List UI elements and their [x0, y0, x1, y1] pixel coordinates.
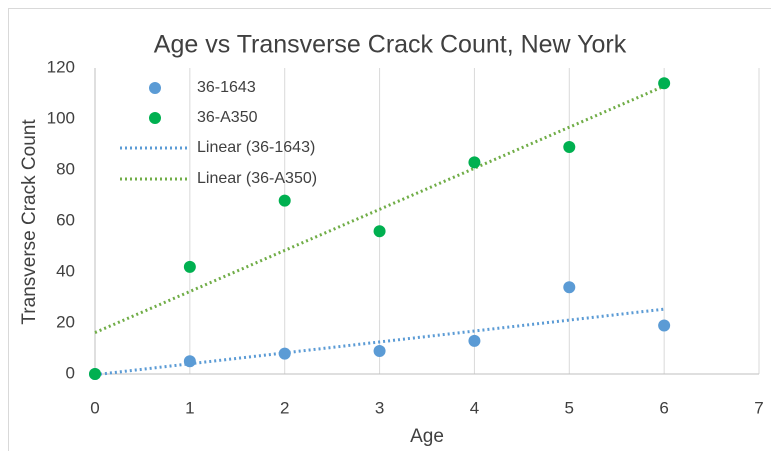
point — [373, 225, 386, 238]
point — [658, 77, 671, 90]
x-tick-label: 5 — [565, 398, 574, 417]
legend-label: 36-1643 — [197, 79, 256, 96]
trendline — [94, 84, 665, 334]
x-axis-label: Age — [410, 426, 444, 447]
legend-marker — [149, 112, 161, 124]
point — [278, 347, 291, 360]
point — [658, 319, 671, 332]
point — [468, 156, 481, 169]
y-tick-label: 80 — [56, 159, 75, 178]
y-tick-label: 100 — [47, 108, 75, 127]
point — [183, 355, 196, 368]
x-tick-label: 4 — [470, 398, 479, 417]
legend-label: Linear (36-A350) — [197, 170, 317, 187]
legend-marker — [149, 82, 161, 94]
y-tick-label: 40 — [56, 261, 75, 280]
chart-title: Age vs Transverse Crack Count, New York — [154, 31, 627, 59]
x-tick-label: 7 — [754, 398, 763, 417]
point — [468, 334, 481, 347]
point — [563, 281, 576, 294]
y-tick-label: 120 — [47, 57, 75, 76]
chart-border — [8, 8, 771, 451]
point — [563, 141, 576, 154]
y-axis-label: Transverse Crack Count — [19, 119, 40, 325]
point — [373, 345, 386, 358]
point — [183, 260, 196, 273]
y-tick-label: 60 — [56, 210, 75, 229]
x-tick-label: 2 — [280, 398, 289, 417]
legend-label: Linear (36-1643) — [197, 139, 315, 156]
x-tick-label: 3 — [375, 398, 384, 417]
y-tick-label: 20 — [56, 312, 75, 331]
x-tick-label: 6 — [659, 398, 668, 417]
point — [89, 368, 101, 380]
legend-label: 36-A350 — [197, 109, 258, 126]
x-tick-label: 1 — [185, 398, 194, 417]
y-tick-label: 0 — [66, 363, 75, 382]
x-tick-label: 0 — [90, 398, 99, 417]
point — [278, 194, 291, 207]
